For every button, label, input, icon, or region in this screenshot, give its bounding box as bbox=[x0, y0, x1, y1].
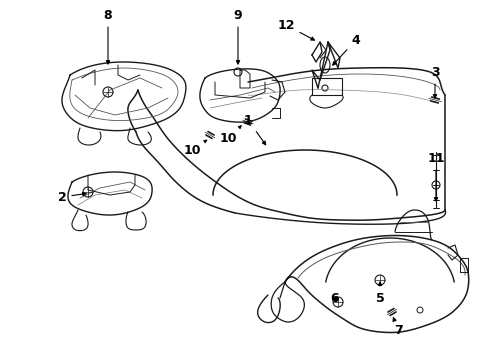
Text: 10: 10 bbox=[183, 140, 207, 157]
Text: 3: 3 bbox=[431, 66, 440, 98]
Text: 1: 1 bbox=[244, 113, 266, 145]
Text: 2: 2 bbox=[58, 190, 86, 203]
Text: 5: 5 bbox=[376, 282, 384, 305]
Text: 8: 8 bbox=[104, 9, 112, 64]
Text: 7: 7 bbox=[393, 318, 402, 337]
Text: 10: 10 bbox=[219, 126, 241, 144]
Text: 11: 11 bbox=[427, 152, 445, 201]
Text: 9: 9 bbox=[234, 9, 243, 64]
Text: 6: 6 bbox=[331, 292, 339, 305]
Text: 4: 4 bbox=[333, 33, 360, 65]
Text: 12: 12 bbox=[277, 18, 315, 40]
